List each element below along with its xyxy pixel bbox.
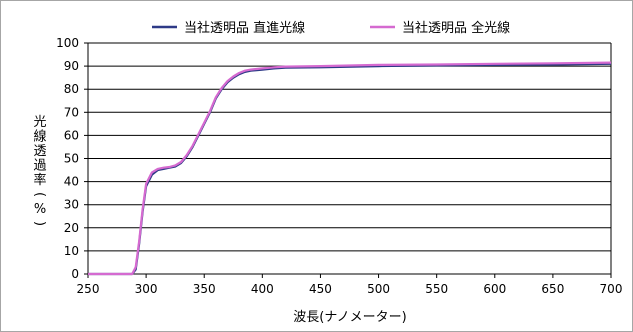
y-axis-title-char: 率 <box>33 172 46 188</box>
grid-lines <box>88 42 611 252</box>
y-axis-title-char: 光 <box>33 115 46 130</box>
y-tick-label: 40 <box>64 175 79 189</box>
y-tick-label: 50 <box>64 152 79 166</box>
y-axis-title-char: ( <box>32 192 47 197</box>
y-tick-label: 100 <box>56 36 79 50</box>
x-tick-label: 700 <box>600 282 623 296</box>
x-tick-label: 400 <box>251 282 274 296</box>
x-tick-labels: 250 300 350 400 450 500 550 600 650 700 <box>77 282 623 296</box>
x-tick-label: 550 <box>425 282 448 296</box>
y-axis-title-char: 過 <box>33 159 46 174</box>
legend: 当社透明品 直進光線 当社透明品 全光線 <box>152 20 510 36</box>
y-axis-title-char: 透 <box>33 144 46 159</box>
y-tick-label: 80 <box>64 82 79 96</box>
x-tick-label: 300 <box>135 282 158 296</box>
y-tick-label: 90 <box>64 59 79 73</box>
legend-label: 当社透明品 直進光線 <box>184 20 305 36</box>
x-tick-label: 450 <box>309 282 332 296</box>
y-axis-title-char: ) <box>32 221 47 226</box>
y-tick-label: 20 <box>64 221 79 235</box>
y-axis-title-char: 線 <box>33 129 46 145</box>
series-lines <box>88 61 612 276</box>
y-tick-label: 30 <box>64 198 79 212</box>
x-tick-label: 650 <box>541 282 564 296</box>
y-tick-label: 10 <box>64 244 79 258</box>
x-tick-label: 350 <box>193 282 216 296</box>
series-line-2 <box>88 61 612 276</box>
x-tick-label: 500 <box>367 282 390 296</box>
x-tick-label: 600 <box>483 282 506 296</box>
y-tick-label: 60 <box>64 128 79 142</box>
x-axis-title: 波長(ナノメーター) <box>293 310 407 325</box>
y-tick-label: 0 <box>71 267 79 281</box>
series-line-1 <box>88 62 612 276</box>
legend-label: 当社透明品 全光線 <box>402 20 510 36</box>
y-axis-title-char: % <box>34 202 46 217</box>
y-tick-labels: 0 10 20 30 40 50 60 70 80 90 100 <box>56 36 79 281</box>
chart-axes <box>84 42 612 278</box>
y-tick-label: 70 <box>64 105 79 119</box>
x-tick-label: 250 <box>77 282 100 296</box>
